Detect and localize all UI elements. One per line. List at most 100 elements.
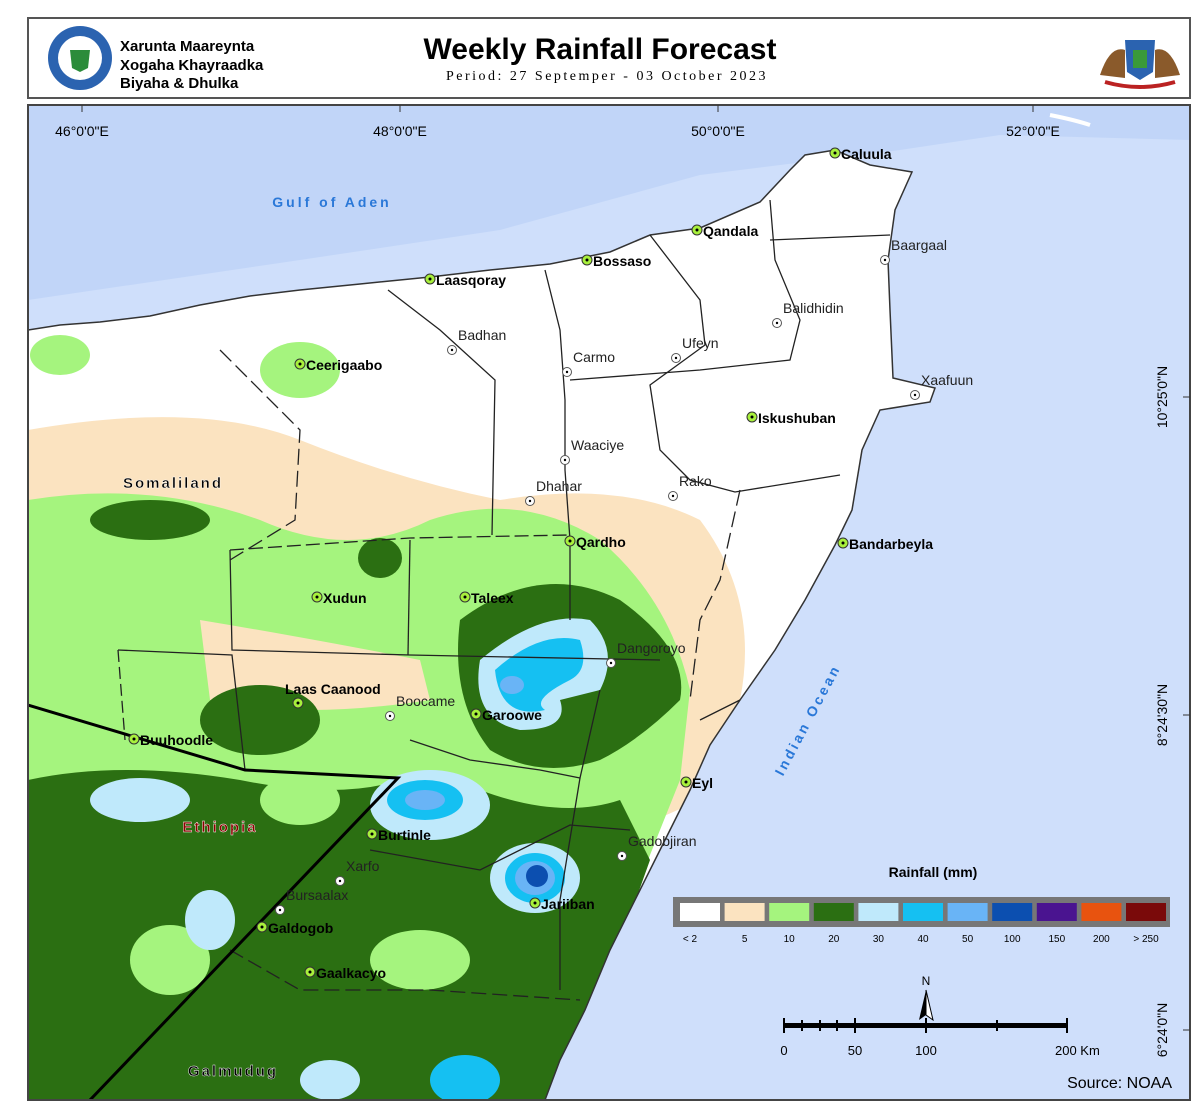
town-label: Burtinle [378,827,431,843]
legend-label: 40 [917,934,929,945]
latitude-label: 6°24'0"N [1154,1003,1170,1058]
latitude-label: 8°24'30"N [1154,684,1170,746]
north-arrow: N [919,974,934,1022]
scale-label: 50 [848,1043,862,1058]
place-label: Ufeyn [682,335,719,351]
water-label: Gulf of Aden [272,194,391,210]
place-label: Carmo [573,349,615,365]
legend-swatch [1081,903,1122,921]
legend-swatch [903,903,943,921]
place-marker-dot [388,714,392,718]
rainfall-field [28,335,745,1100]
place-marker-dot [278,908,282,912]
town-label: Iskushuban [758,410,836,426]
town-marker-dot [370,832,374,836]
town-label: Garoowe [482,707,542,723]
town-marker-dot [132,737,136,741]
town-marker-dot [296,701,300,705]
map-frame [27,104,1191,1101]
town-marker-dot [308,970,312,974]
town-marker-dot [463,595,467,599]
town-label: Bossaso [593,253,651,269]
town-marker-dot [533,901,537,905]
longitude-ticks: 46°0'0"E 48°0'0"E 50°0'0"E 52°0'0"E 10°25'0"… [55,105,1190,1057]
map-body [28,105,1190,1100]
town-marker-dot [585,258,589,262]
town-marker-dot [841,541,845,545]
place-marker-dot [450,348,454,352]
scale-label: 0 [780,1043,787,1058]
place-label: Baargaal [891,237,947,253]
town-label: Qardho [576,534,626,550]
legend-swatch [1126,903,1166,921]
region-label: Galmudug [188,1063,278,1080]
place-marker-dot [565,370,569,374]
scale-label: 100 [915,1043,937,1058]
legend-swatch [769,903,810,921]
region-label: Ethiopia [182,819,257,836]
place-label: Dangoroyo [617,640,686,656]
admin-boundaries [117,199,891,1001]
town-label: Eyl [692,775,713,791]
town-marker-dot [315,595,319,599]
legend-label: 150 [1048,934,1065,945]
legend-title: Rainfall (mm) [889,864,978,880]
place-label: Rako [679,473,712,489]
scale-label: 200 Km [1055,1043,1100,1058]
place-label: Dhahar [536,478,582,494]
org-line: Xogaha Khayraadka [120,57,264,74]
legend-label: 5 [742,934,748,945]
place-marker-dot [674,356,678,360]
town-marker-dot [684,780,688,784]
longitude-label: 52°0'0"E [1006,123,1060,139]
town-label: Qandala [703,223,758,239]
town-label: Xudun [323,590,367,606]
town-marker-dot [568,539,572,543]
longitude-label: 50°0'0"E [691,123,745,139]
title: Weekly Rainfall Forecast [424,33,777,66]
longitude-label: 46°0'0"E [55,123,109,139]
town-marker-dot [298,362,302,366]
place-marker-dot [338,879,342,883]
legend-swatch [813,903,854,921]
place-marker-dot [528,499,532,503]
legend-label: 200 [1093,934,1110,945]
town-label: Bandarbeyla [849,536,933,552]
header-box [27,17,1191,99]
town-label: Jariiban [541,896,595,912]
place-marker-dot [913,393,917,397]
emblem [1100,40,1180,89]
place-marker-dot [620,854,624,858]
legend-swatch [680,903,720,921]
place-marker-dot [671,494,675,498]
place-label: Xaafuun [921,372,973,388]
place-marker-dot [563,458,567,462]
logo-shield [70,50,90,72]
legend-swatch [724,903,765,921]
legend-swatch [947,903,988,921]
north-label: N [922,974,931,988]
town-label: Caluula [841,146,892,162]
place-label: Gadobjiran [628,833,697,849]
town-label: Taleex [471,590,514,606]
place-label: Boocame [396,693,455,709]
town-label: Buuhoodle [140,732,213,748]
legend-label: < 2 [683,934,698,945]
place-label: Waaciye [571,437,624,453]
legend-swatch [992,903,1033,921]
town-label: Galdogob [268,920,333,936]
period: Period: 27 Septemper - 03 October 2023 [446,69,768,84]
legend-swatch [1036,903,1077,921]
place-label: Balidhidin [783,300,844,316]
legend-label: 30 [873,934,885,945]
place-label: Bursaalax [286,887,348,903]
legend-swatch [858,903,899,921]
latitude-label: 10°25'0"N [1154,366,1170,428]
town-marker-dot [833,151,837,155]
town-label: Laas Caanood [285,681,381,697]
region-label: Somaliland [123,475,223,492]
town-marker-dot [428,277,432,281]
town-label: Ceerigaabo [306,357,382,373]
